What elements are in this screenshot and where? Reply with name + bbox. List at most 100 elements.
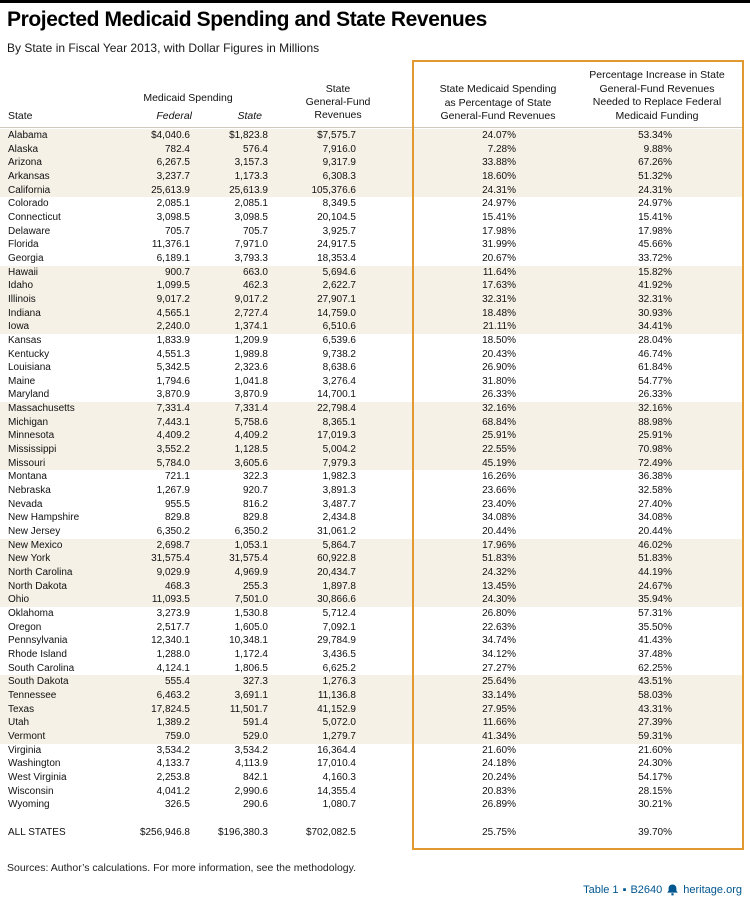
header-pct-increase: Percentage Increase in State General-Fun… <box>572 69 742 123</box>
cell-state-name: Hawaii <box>8 266 39 278</box>
table-row: Montana 721.1 322.3 1,982.3 16.26% 36.38… <box>0 470 744 484</box>
table-row: Delaware 705.7 705.7 3,925.7 17.98% 17.9… <box>0 225 744 239</box>
cell-state-name: Kansas <box>8 334 42 346</box>
table-row: Rhode Island 1,288.0 1,172.4 3,436.5 34.… <box>0 648 744 662</box>
header-line: General-Fund Revenues <box>599 82 715 95</box>
cell-state-spending: 842.1 <box>242 771 268 783</box>
cell-pct-of-revenues: 21.60% <box>482 744 516 756</box>
table-row: New Jersey 6,350.2 6,350.2 31,061.2 20.4… <box>0 525 744 539</box>
header-line: Needed to Replace Federal <box>592 96 722 108</box>
cell-general-fund-revenues: 2,434.8 <box>322 512 356 524</box>
cell-pct-increase: 72.49% <box>638 457 672 469</box>
cell-state-name: California <box>8 184 51 196</box>
cell-pct-increase: 41.43% <box>638 635 672 647</box>
cell-general-fund-revenues: 20,434.7 <box>317 567 356 578</box>
table-row: Florida 11,376.1 7,971.0 24,917.5 31.99%… <box>0 238 744 252</box>
header-medicaid-spending-group: Medicaid Spending <box>143 92 233 104</box>
cell-general-fund-revenues: 8,349.5 <box>322 198 356 210</box>
cell-general-fund-revenues: 31,061.2 <box>317 526 356 538</box>
header-line: General-Fund Revenues <box>440 110 556 122</box>
table-row: Alaska 782.4 576.4 7,916.0 7.28% 9.88% <box>0 142 744 157</box>
table-row: North Carolina 9,029.9 4,969.9 20,434.7 … <box>0 566 744 580</box>
cell-general-fund-revenues: 20,104.5 <box>317 211 356 223</box>
cell-state-name: Missouri <box>8 457 46 469</box>
table-row: Idaho 1,099.5 462.3 2,622.7 17.63% 41.92… <box>0 279 744 293</box>
cell-state-spending: 1,173.3 <box>234 170 268 182</box>
cell-totals-pct-of-revenues: 25.75% <box>482 827 516 838</box>
cell-state-name: Michigan <box>8 416 49 428</box>
cell-pct-of-revenues: 32.31% <box>482 293 516 305</box>
cell-federal-spending: 326.5 <box>164 799 190 811</box>
cell-pct-increase: 32.16% <box>638 403 672 415</box>
cell-pct-of-revenues: 15.41% <box>482 211 516 223</box>
table-row: Utah 1,389.2 591.4 5,072.0 11.66% 27.39% <box>0 716 744 730</box>
cell-totals-federal: $256,946.8 <box>139 827 190 838</box>
cell-general-fund-revenues: 1,276.3 <box>322 676 356 688</box>
cell-federal-spending: 5,342.5 <box>156 362 190 374</box>
cell-pct-increase: 53.34% <box>638 130 672 141</box>
footer-bullet: ▪ <box>622 884 627 896</box>
cell-general-fund-revenues: 9,738.2 <box>322 348 356 360</box>
table-row: Michigan 7,443.1 5,758.6 8,365.1 68.84% … <box>0 415 744 430</box>
cell-state-name: Ohio <box>8 594 30 606</box>
cell-general-fund-revenues: 4,160.3 <box>322 771 356 783</box>
cell-state-spending: 6,350.2 <box>234 526 268 538</box>
cell-pct-of-revenues: 31.80% <box>482 375 516 387</box>
cell-pct-increase: 24.97% <box>638 198 672 210</box>
cell-state-name: South Dakota <box>8 676 69 688</box>
cell-pct-of-revenues: 20.43% <box>482 348 516 360</box>
cell-pct-of-revenues: 24.31% <box>482 184 516 196</box>
header-pct-of-revenues: State Medicaid Spending as Percentage of… <box>418 83 578 124</box>
cell-state-spending: 31,575.4 <box>229 553 268 565</box>
cell-state-name: New York <box>8 553 51 565</box>
cell-general-fund-revenues: 14,355.4 <box>317 785 356 797</box>
cell-state-spending: 9,017.2 <box>234 293 268 305</box>
table-row: New York 31,575.4 31,575.4 60,922.8 51.8… <box>0 552 744 566</box>
cell-state-name: Arizona <box>8 157 42 169</box>
table-row: Minnesota 4,409.2 4,409.2 17,019.3 25.91… <box>0 429 744 444</box>
cell-pct-of-revenues: 34.74% <box>482 635 516 647</box>
cell-general-fund-revenues: 3,925.7 <box>322 225 356 237</box>
cell-federal-spending: 4,565.1 <box>156 307 190 319</box>
cell-general-fund-revenues: 3,487.7 <box>322 498 356 510</box>
cell-state-spending: 663.0 <box>242 266 268 278</box>
cell-state-spending: 3,793.3 <box>234 252 268 264</box>
cell-state-spending: 2,727.4 <box>234 307 268 319</box>
cell-state-name: West Virginia <box>8 771 67 783</box>
footer-site-link[interactable]: heritage.org <box>683 884 742 896</box>
cell-pct-increase: 21.60% <box>638 744 672 756</box>
cell-pct-increase: 36.38% <box>638 471 672 483</box>
cell-pct-increase: 46.74% <box>638 348 672 360</box>
cell-state-spending: 327.3 <box>242 676 268 688</box>
cell-pct-of-revenues: 13.45% <box>482 580 516 592</box>
cell-state-name: Idaho <box>8 280 34 292</box>
cell-pct-of-revenues: 22.63% <box>482 621 516 633</box>
cell-federal-spending: 4,409.2 <box>156 430 190 442</box>
cell-general-fund-revenues: 105,376.6 <box>311 184 357 196</box>
table-row: Tennessee 6,463.2 3,691.1 11,136.8 33.14… <box>0 688 744 703</box>
cell-general-fund-revenues: 5,694.6 <box>322 266 356 278</box>
cell-state-name: Virginia <box>8 744 42 756</box>
cell-pct-of-revenues: 18.60% <box>482 170 516 182</box>
cell-state-name: Arkansas <box>8 170 50 182</box>
cell-state-name: North Carolina <box>8 567 73 578</box>
cell-totals-revenues: $702,082.5 <box>305 827 356 838</box>
table-row: Mississippi 3,552.2 1,128.5 5,004.2 22.5… <box>0 443 744 457</box>
cell-pct-of-revenues: 45.19% <box>482 457 516 469</box>
page-title: Projected Medicaid Spending and State Re… <box>7 8 487 31</box>
cell-pct-increase: 15.41% <box>638 211 672 223</box>
cell-pct-of-revenues: 25.91% <box>482 430 516 442</box>
cell-state-spending: 1,041.8 <box>234 375 268 387</box>
cell-pct-of-revenues: 34.12% <box>482 648 516 660</box>
cell-state-spending: 255.3 <box>242 580 268 592</box>
cell-pct-increase: 88.98% <box>638 416 672 428</box>
cell-state-name: Texas <box>8 703 35 715</box>
header-line: State <box>325 83 351 95</box>
cell-pct-increase: 15.82% <box>638 266 672 278</box>
cell-federal-spending: 7,443.1 <box>156 416 190 428</box>
cell-pct-of-revenues: 27.95% <box>482 703 516 715</box>
table-row: Wisconsin 4,041.2 2,990.6 14,355.4 20.83… <box>0 785 744 799</box>
cell-pct-increase: 57.31% <box>638 607 672 619</box>
cell-state-spending: 816.2 <box>242 498 268 510</box>
cell-state-spending: 2,085.1 <box>234 198 268 210</box>
